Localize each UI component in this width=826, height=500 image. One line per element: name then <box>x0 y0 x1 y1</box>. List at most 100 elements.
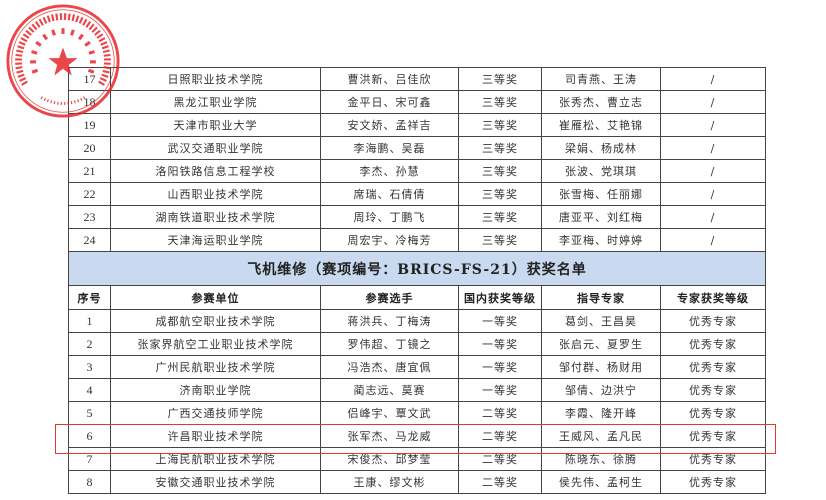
table-row: 23 湖南铁道职业技术学院 周玲、丁鹏飞 三等奖 唐亚平、刘红梅 / <box>68 205 766 229</box>
cell-domestic: 三等奖 <box>458 90 542 114</box>
cell-players: 侣峰宇、覃文武 <box>320 401 459 425</box>
cell-experts: 张波、党琪琪 <box>541 159 661 183</box>
cell-expert-level: / <box>660 182 766 206</box>
cell-seq: 2 <box>68 332 111 356</box>
cell-unit: 上海民航职业技术学院 <box>110 447 321 471</box>
cell-domestic: 一等奖 <box>458 355 542 379</box>
cell-seq: 5 <box>68 401 111 425</box>
cell-seq: 6 <box>68 424 111 448</box>
cell-unit: 天津海运职业学院 <box>110 228 321 252</box>
cell-seq: 7 <box>68 447 111 471</box>
cell-seq: 1 <box>68 309 111 333</box>
table-row: 2 张家界航空工业职业技术学院 罗伟超、丁镜之 一等奖 张启元、夏罗生 优秀专家 <box>68 332 766 356</box>
cell-domestic: 二等奖 <box>458 401 542 425</box>
table-row: 22 山西职业技术学院 席瑞、石倩倩 三等奖 张雪梅、任丽娜 / <box>68 182 766 206</box>
cell-unit: 黑龙江职业学院 <box>110 90 321 114</box>
cell-experts: 邹付群、杨财用 <box>541 355 661 379</box>
table-row-highlighted: 6 许昌职业技术学院 张军杰、马龙威 二等奖 王威风、孟凡民 优秀专家 <box>68 424 766 448</box>
cell-domestic: 三等奖 <box>458 113 542 137</box>
cell-experts: 李霞、隆开峰 <box>541 401 661 425</box>
cell-players: 冯浩杰、唐宜佩 <box>320 355 459 379</box>
cell-players: 李海鹏、吴磊 <box>320 136 459 160</box>
cell-players: 周宏宇、冷梅芳 <box>320 228 459 252</box>
cell-experts: 侯先伟、孟柯生 <box>541 470 661 494</box>
cell-experts: 唐亚平、刘红梅 <box>541 205 661 229</box>
cell-expert-level: 优秀专家 <box>660 332 766 356</box>
table-row: 8 安徽交通职业技术学院 王康、缪文彬 二等奖 侯先伟、孟柯生 优秀专家 <box>68 470 766 494</box>
table-row: 24 天津海运职业学院 周宏宇、冷梅芳 三等奖 李亚梅、时婷婷 / <box>68 228 766 252</box>
cell-unit: 张家界航空工业职业技术学院 <box>110 332 321 356</box>
cell-experts: 葛剑、王昌昊 <box>541 309 661 333</box>
cell-experts: 王威风、孟凡民 <box>541 424 661 448</box>
cell-seq: 4 <box>68 378 111 402</box>
header-domestic: 国内获奖等级 <box>458 285 542 310</box>
cell-expert-level: / <box>660 205 766 229</box>
header-experts: 指导专家 <box>541 285 661 310</box>
cell-unit: 许昌职业技术学院 <box>110 424 321 448</box>
section-header-row: 飞机维修（赛项编号：BRICS-FS-21）获奖名单 <box>68 251 766 286</box>
cell-domestic: 三等奖 <box>458 67 542 91</box>
cell-experts: 张雪梅、任丽娜 <box>541 182 661 206</box>
cell-unit: 洛阳铁路信息工程学校 <box>110 159 321 183</box>
cell-players: 安文娇、孟祥吉 <box>320 113 459 137</box>
cell-expert-level: 优秀专家 <box>660 378 766 402</box>
table-row: 3 广州民航职业技术学院 冯浩杰、唐宜佩 一等奖 邹付群、杨财用 优秀专家 <box>68 355 766 379</box>
cell-players: 蒋洪兵、丁梅涛 <box>320 309 459 333</box>
table-row: 7 上海民航职业技术学院 宋俊杰、邱梦莹 二等奖 陈晓东、徐腾 优秀专家 <box>68 447 766 471</box>
cell-domestic: 三等奖 <box>458 182 542 206</box>
cell-unit: 武汉交通职业学院 <box>110 136 321 160</box>
cell-players: 王康、缪文彬 <box>320 470 459 494</box>
cell-unit: 安徽交通职业技术学院 <box>110 470 321 494</box>
cell-players: 席瑞、石倩倩 <box>320 182 459 206</box>
column-header-row: 序号 参赛单位 参赛选手 国内获奖等级 指导专家 专家获奖等级 <box>68 285 766 310</box>
cell-experts: 陈晓东、徐腾 <box>541 447 661 471</box>
cell-expert-level: / <box>660 90 766 114</box>
cell-domestic: 二等奖 <box>458 424 542 448</box>
cell-unit: 广西交通技师学院 <box>110 401 321 425</box>
cell-experts: 张启元、夏罗生 <box>541 332 661 356</box>
cell-unit: 成都航空职业技术学院 <box>110 309 321 333</box>
cell-unit: 天津市职业大学 <box>110 113 321 137</box>
header-seq: 序号 <box>68 285 111 310</box>
cell-expert-level: 优秀专家 <box>660 355 766 379</box>
lower-rows: 1 成都航空职业技术学院 蒋洪兵、丁梅涛 一等奖 葛剑、王昌昊 优秀专家 2 张家界航空工业职… <box>68 309 766 494</box>
cell-seq: 22 <box>68 182 111 206</box>
cell-players: 蔺志远、莫赛 <box>320 378 459 402</box>
cell-seq: 17 <box>68 67 111 91</box>
cell-seq: 8 <box>68 470 111 494</box>
table-row: 20 武汉交通职业学院 李海鹏、吴磊 三等奖 梁娟、杨成林 / <box>68 136 766 160</box>
cell-players: 张军杰、马龙威 <box>320 424 459 448</box>
table-row: 5 广西交通技师学院 侣峰宇、覃文武 二等奖 李霞、隆开峰 优秀专家 <box>68 401 766 425</box>
cell-experts: 司青燕、王涛 <box>541 67 661 91</box>
cell-expert-level: 优秀专家 <box>660 447 766 471</box>
header-unit: 参赛单位 <box>110 285 321 310</box>
cell-players: 罗伟超、丁镜之 <box>320 332 459 356</box>
cell-expert-level: / <box>660 136 766 160</box>
section-title: 飞机维修（赛项编号：BRICS-FS-21）获奖名单 <box>68 251 766 286</box>
cell-expert-level: / <box>660 159 766 183</box>
cell-expert-level: 优秀专家 <box>660 309 766 333</box>
cell-expert-level: 优秀专家 <box>660 401 766 425</box>
cell-expert-level: 优秀专家 <box>660 470 766 494</box>
cell-expert-level: / <box>660 228 766 252</box>
cell-unit: 广州民航职业技术学院 <box>110 355 321 379</box>
cell-domestic: 二等奖 <box>458 470 542 494</box>
header-players: 参赛选手 <box>320 285 459 310</box>
table-row: 19 天津市职业大学 安文娇、孟祥吉 三等奖 崔雁松、艾艳锦 / <box>68 113 766 137</box>
awards-table: 17 日照职业技术学院 曹洪新、吕佳欣 三等奖 司青燕、王涛/18 黑龙江职业学院 金平日、… <box>68 67 766 494</box>
cell-players: 李杰、孙慧 <box>320 159 459 183</box>
cell-seq: 3 <box>68 355 111 379</box>
table-row: 4 济南职业学院 蔺志远、莫赛 一等奖 邹倩、边洪宁 优秀专家 <box>68 378 766 402</box>
cell-seq: 19 <box>68 113 111 137</box>
cell-players: 金平日、宋可鑫 <box>320 90 459 114</box>
cell-domestic: 一等奖 <box>458 378 542 402</box>
cell-players: 周玲、丁鹏飞 <box>320 205 459 229</box>
cell-expert-level: / <box>660 113 766 137</box>
cell-players: 曹洪新、吕佳欣 <box>320 67 459 91</box>
cell-unit: 山西职业技术学院 <box>110 182 321 206</box>
cell-experts: 邹倩、边洪宁 <box>541 378 661 402</box>
cell-domestic: 三等奖 <box>458 205 542 229</box>
cell-players: 宋俊杰、邱梦莹 <box>320 447 459 471</box>
cell-domestic: 三等奖 <box>458 159 542 183</box>
cell-domestic: 一等奖 <box>458 332 542 356</box>
